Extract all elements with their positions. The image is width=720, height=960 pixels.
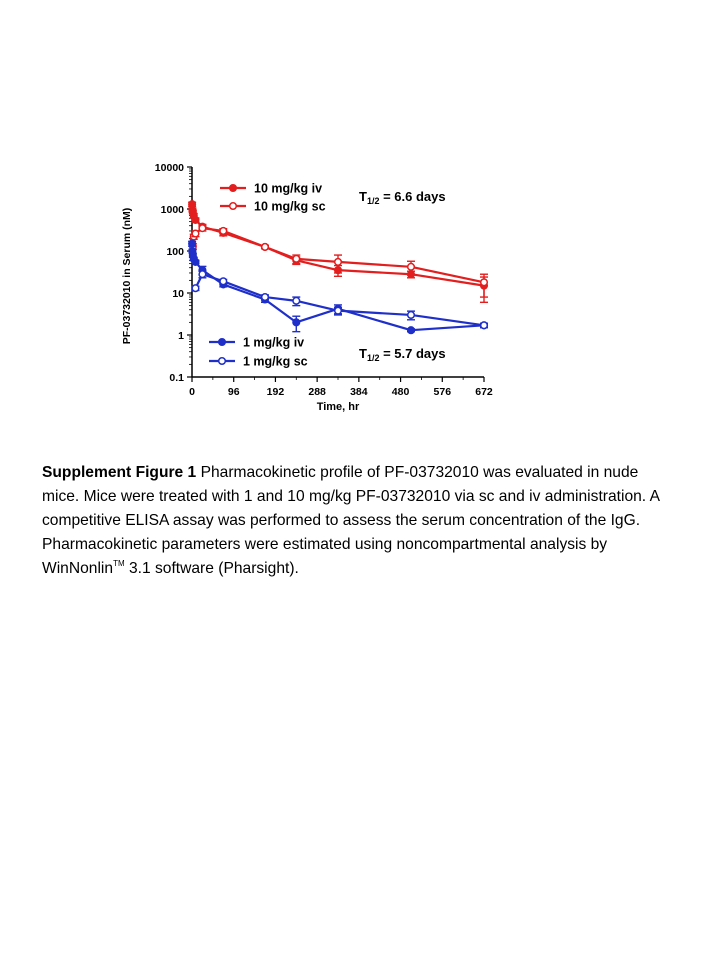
data-point <box>191 215 200 224</box>
data-point <box>191 257 200 266</box>
y-tick-label: 1000 <box>161 204 185 216</box>
data-point <box>406 326 416 335</box>
y-tick-label: 100 <box>166 246 184 258</box>
data-point <box>191 229 200 238</box>
data-point <box>406 262 416 271</box>
half-life-10-mg-kg: T1/2 = 6.6 days <box>359 189 446 206</box>
data-point <box>479 278 489 287</box>
data-point <box>292 254 301 263</box>
data-point <box>333 306 343 315</box>
legend-entry-1-mg-kg-iv: 1 mg/kg iv <box>209 336 304 350</box>
data-point <box>333 257 343 266</box>
x-tick-label: 0 <box>189 386 195 398</box>
caption-text-end: 3.1 software (Pharsight). <box>124 560 299 577</box>
data-point <box>219 277 228 286</box>
legend-marker <box>228 183 238 193</box>
legend-label: 10 mg/kg sc <box>254 200 326 214</box>
legend-entry-1-mg-kg-sc: 1 mg/kg sc <box>209 355 308 369</box>
caption-text: Pharmacokinetic profile of PF-03732010 w… <box>42 464 660 577</box>
legend-entry-10-mg-kg-iv: 10 mg/kg iv <box>220 182 322 196</box>
data-point <box>260 242 270 251</box>
x-tick-label: 480 <box>392 386 410 398</box>
series-line-1-mg-kg-sc <box>194 273 485 327</box>
y-tick-label: 0.1 <box>169 372 184 384</box>
series-1-mg-kg-sc <box>191 270 489 330</box>
legend-label: 1 mg/kg sc <box>243 355 308 369</box>
legend-marker <box>228 201 238 211</box>
data-point <box>260 293 270 302</box>
x-tick-label: 96 <box>228 386 240 398</box>
figure-caption: Supplement Figure 1 Pharmacokinetic prof… <box>42 461 667 581</box>
x-tick-label: 384 <box>350 386 368 398</box>
data-point <box>406 310 416 320</box>
legend-label: 10 mg/kg iv <box>254 182 322 196</box>
y-axis-label: PF-03732010 in Serum (nM) <box>121 208 133 345</box>
caption-label: Supplement Figure 1 <box>42 464 197 481</box>
half-life-1-mg-kg: T1/2 = 5.7 days <box>359 346 446 363</box>
x-axis-label: Time, hr <box>317 401 360 413</box>
x-tick-label: 576 <box>434 386 452 398</box>
y-tick-label: 1 <box>178 330 184 342</box>
pk-chart: 0.1 1 10 100 1000 10000 0 96 192 288 384 480 576 672 T… <box>110 150 510 430</box>
legend-marker <box>217 337 227 347</box>
data-point <box>198 224 207 233</box>
legend-entry-10-mg-kg-sc: 10 mg/kg sc <box>220 200 326 214</box>
data-point <box>219 226 228 236</box>
data-point <box>191 284 200 293</box>
data-point <box>479 321 489 330</box>
legend-marker <box>217 356 227 366</box>
x-tick-label: 672 <box>475 386 493 398</box>
data-point <box>188 239 197 248</box>
x-tick-label: 192 <box>267 386 285 398</box>
y-tick-label: 10000 <box>155 162 184 174</box>
data-point <box>198 270 207 279</box>
y-tick-label: 10 <box>172 288 184 300</box>
x-tick-label: 288 <box>308 386 326 398</box>
data-point <box>292 318 301 327</box>
pk-chart-svg: 0.1 1 10 100 1000 10000 0 96 192 288 384 480 576 672 T… <box>121 162 493 413</box>
data-point <box>292 296 301 305</box>
trademark-symbol: TM <box>113 559 125 568</box>
legend-label: 1 mg/kg iv <box>243 336 304 350</box>
